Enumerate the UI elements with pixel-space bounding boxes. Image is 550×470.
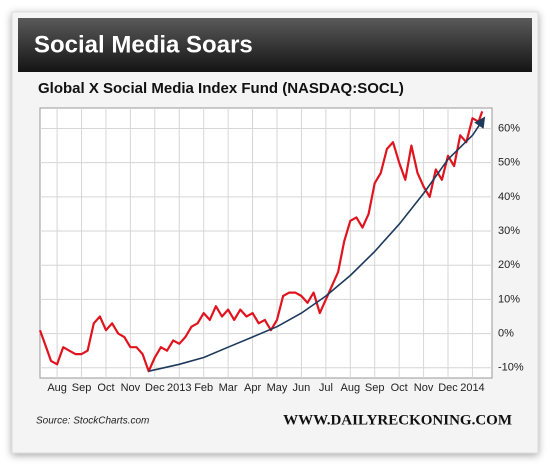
y-tick-label: 10% [498,293,520,305]
x-tick-label: Sep [72,382,92,394]
x-tick-label: Oct [391,382,408,394]
x-tick-label: 2013 [167,382,191,394]
x-tick-label: Feb [194,382,213,394]
y-tick-label: 50% [498,157,520,169]
x-tick-label: Aug [47,382,67,394]
x-tick-label: 2014 [460,382,484,394]
y-tick-label: 40% [498,191,520,203]
x-tick-label: Mar [219,382,238,394]
x-tick-label: May [267,382,288,394]
x-tick-label: Apr [244,382,261,394]
x-tick-label: Jul [319,382,333,394]
header-bar [18,18,532,72]
x-tick-label: Dec [145,382,165,394]
plot-area [39,107,493,379]
x-tick-label: Jun [293,382,311,394]
x-tick-label: Aug [341,382,361,394]
line-series [148,116,486,372]
x-tick-label: Dec [438,382,458,394]
y-tick-label: 60% [498,122,520,134]
chart-subtitle: Global X Social Media Index Fund (NASDAQ… [38,80,404,97]
chart-title: Social Media Soars [34,31,253,58]
x-tick-label: Nov [121,382,141,394]
x-tick-label: Oct [97,382,114,394]
y-tick-label: 0% [498,327,514,339]
x-tick-label: Sep [365,382,385,394]
x-tick-label: Nov [414,382,434,394]
y-tick-label: 30% [498,225,520,237]
credit: WWW.DAILYRECKONING.COM [283,412,512,428]
source: Source: StockCharts.com [36,416,149,427]
y-tick-label: -10% [498,362,524,374]
y-tick-label: 20% [498,259,520,271]
line-series [38,111,484,373]
